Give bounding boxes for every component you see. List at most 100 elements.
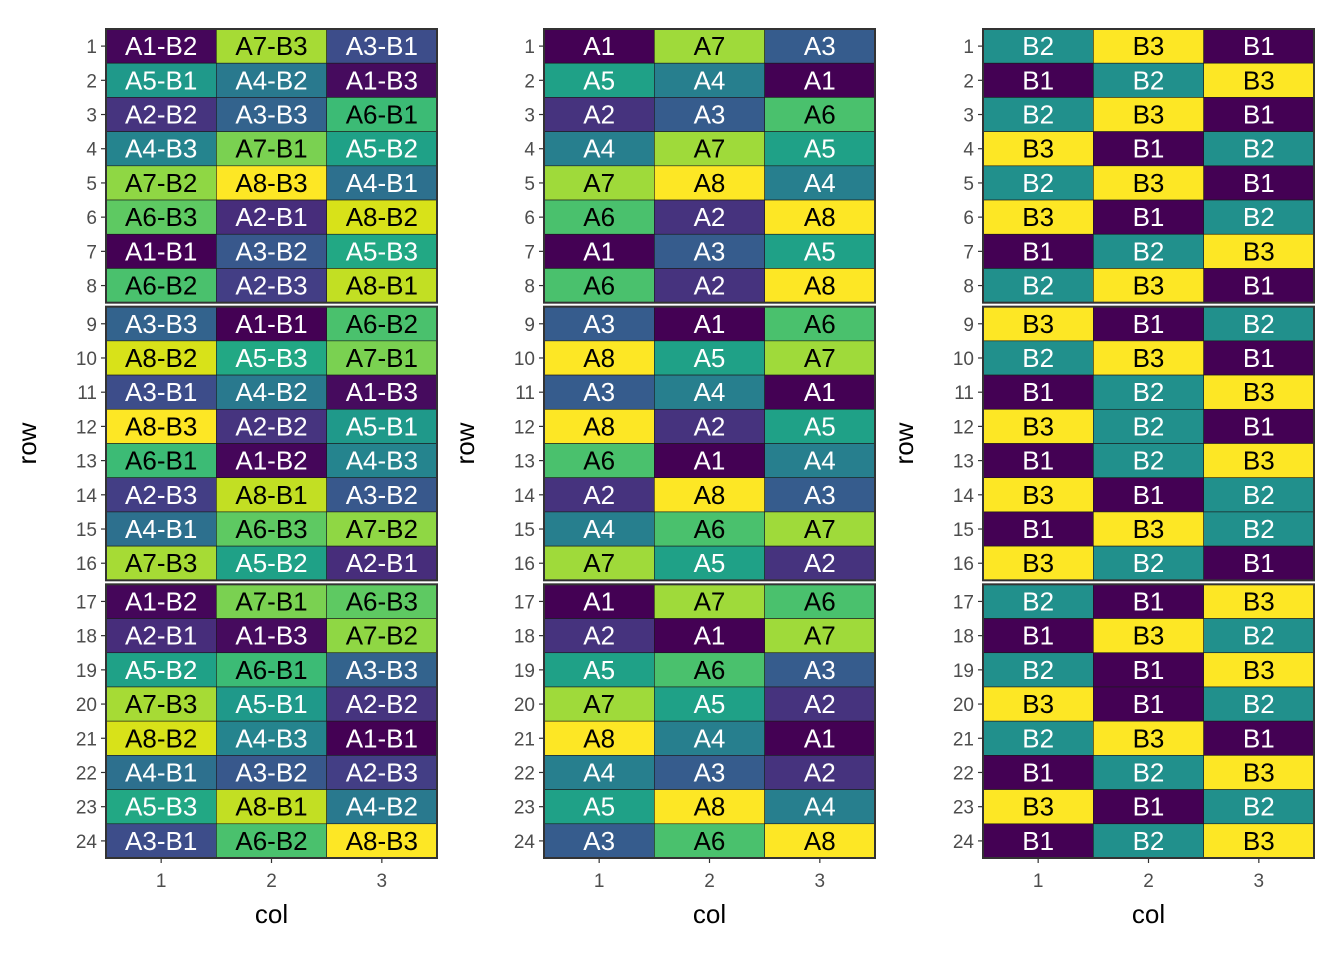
cell-label: A8-B2 [125, 343, 197, 373]
cell-label: A7 [804, 514, 836, 544]
cell-label: B3 [1022, 689, 1054, 719]
cell-label: A7 [694, 134, 726, 164]
heatmap-cell [105, 199, 217, 235]
cell-label: A1 [804, 65, 836, 95]
cell-label: B3 [1022, 411, 1054, 441]
heatmap-cell [543, 618, 655, 654]
y-tick-label: 23 [514, 798, 535, 819]
cell-label: A5 [694, 548, 726, 578]
cell-label: A4 [694, 723, 726, 753]
cell-label: B2 [1133, 548, 1165, 578]
cell-label: A1 [583, 236, 615, 266]
cell-label: A4-B3 [235, 723, 307, 753]
cell-label: A6 [804, 586, 836, 616]
y-tick-label: 24 [953, 832, 975, 853]
cell-label: A4 [583, 134, 615, 164]
cell-label: A4-B2 [235, 65, 307, 95]
heatmap-cell [1203, 131, 1315, 167]
heatmap-cell [1203, 97, 1315, 132]
cell-label: B2 [1022, 586, 1054, 616]
cell-label: A5 [694, 343, 726, 373]
cell-label: A1-B1 [235, 309, 307, 339]
cell-label: A2-B3 [125, 480, 197, 510]
heatmap-cell [1203, 165, 1315, 201]
y-tick-label: 14 [76, 486, 98, 507]
heatmap-cell [543, 823, 655, 859]
cell-label: A2 [804, 548, 836, 578]
cell-label: B3 [1022, 202, 1054, 232]
cell-label: B3 [1022, 480, 1054, 510]
heatmap-cell [543, 789, 655, 825]
y-tick-label: 20 [514, 695, 535, 716]
cell-label: A1 [694, 446, 726, 476]
heatmap-cell [654, 789, 765, 825]
heatmap-cell [326, 340, 438, 376]
heatmap-cell [326, 374, 438, 410]
heatmap-cell [1093, 340, 1204, 376]
heatmap-cell [543, 97, 655, 132]
y-tick-label: 5 [86, 174, 97, 195]
cell-label: B1 [1022, 377, 1054, 407]
cell-label: A1 [583, 31, 615, 61]
cell-label: A4 [694, 377, 726, 407]
cell-label: A8 [583, 411, 615, 441]
cell-label: A8 [694, 480, 726, 510]
cell-label: A4-B3 [125, 134, 197, 164]
heatmap-cell [982, 545, 1094, 581]
cell-label: A8 [694, 168, 726, 198]
cell-label: B2 [1133, 411, 1165, 441]
cell-label: B3 [1133, 271, 1165, 301]
cell-label: A7-B1 [235, 134, 307, 164]
cell-label: A1-B3 [235, 621, 307, 651]
heatmap-cell [216, 584, 327, 619]
y-tick-label: 7 [524, 242, 535, 263]
heatmap-cell [1093, 374, 1204, 410]
cell-label: A8-B3 [346, 826, 418, 856]
y-tick-label: 5 [963, 174, 974, 195]
cell-label: A3-B2 [235, 236, 307, 266]
cell-label: B2 [1133, 826, 1165, 856]
y-tick-label: 1 [524, 37, 535, 58]
heatmap-cell [764, 97, 876, 132]
y-tick-label: 16 [953, 554, 974, 575]
heatmap-cell [654, 477, 765, 513]
cell-label: B3 [1133, 100, 1165, 130]
y-axis-title: row [889, 422, 919, 464]
heatmap-cell [764, 789, 876, 825]
cell-label: B1 [1022, 514, 1054, 544]
heatmap-cell [326, 408, 438, 444]
heatmap-cell [216, 165, 327, 201]
heatmap-cell [216, 545, 327, 581]
cell-label: A8-B1 [235, 792, 307, 822]
heatmap-cell [326, 62, 438, 98]
heatmap-cell [1203, 268, 1315, 303]
cell-label: B2 [1022, 723, 1054, 753]
cell-label: A7 [583, 548, 615, 578]
y-tick-label: 6 [86, 208, 97, 229]
heatmap-cell [105, 652, 217, 688]
cell-label: A2-B2 [125, 100, 197, 130]
cell-label: A1 [804, 723, 836, 753]
cell-label: B3 [1243, 446, 1275, 476]
heatmap-cell [1093, 755, 1204, 790]
cell-label: B2 [1243, 689, 1275, 719]
cell-label: A1-B3 [346, 65, 418, 95]
heatmap-cell [326, 97, 438, 132]
cell-label: A6 [583, 202, 615, 232]
cell-label: A7-B1 [346, 343, 418, 373]
cell-label: A2-B1 [125, 621, 197, 651]
cell-label: B2 [1022, 100, 1054, 130]
cell-label: A7-B1 [235, 586, 307, 616]
cell-label: B2 [1243, 134, 1275, 164]
cell-label: A6 [583, 271, 615, 301]
y-tick-label: 7 [86, 242, 97, 263]
y-tick-label: 11 [77, 383, 97, 404]
cell-label: A3 [804, 480, 836, 510]
cell-label: A4-B2 [235, 377, 307, 407]
heatmap-cell [326, 233, 438, 269]
y-tick-label: 24 [76, 832, 98, 853]
heatmap-cell [216, 97, 327, 132]
y-tick-label: 22 [76, 763, 97, 784]
heatmap-cell [654, 545, 765, 581]
cell-label: A3-B3 [235, 100, 307, 130]
